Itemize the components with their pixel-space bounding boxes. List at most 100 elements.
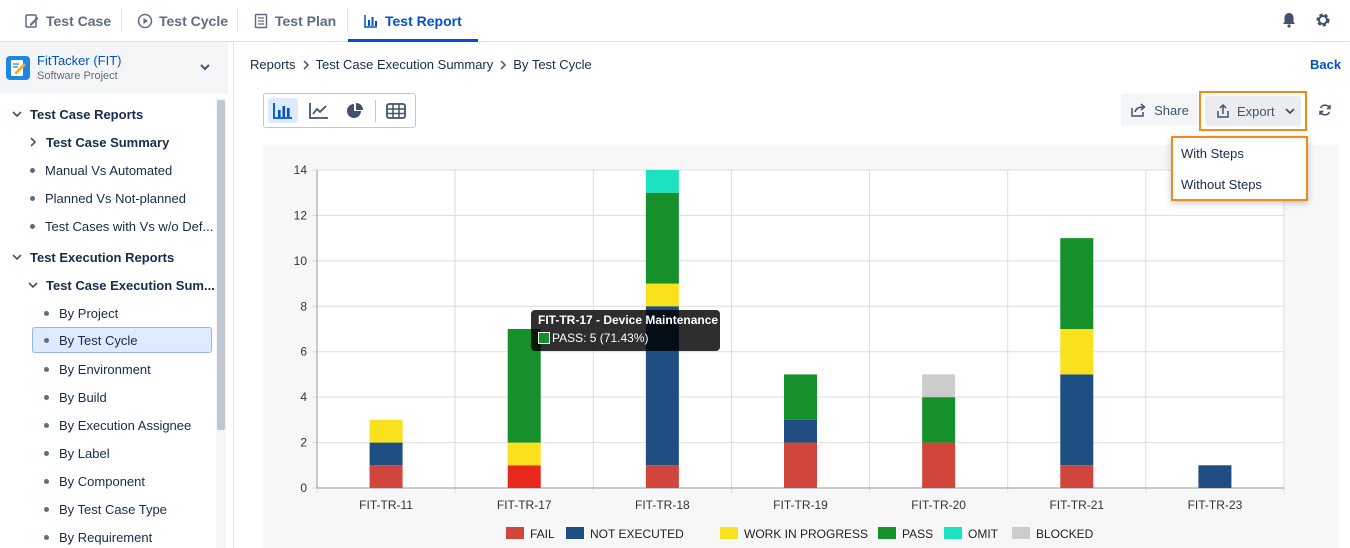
pie-chart-button[interactable] [340, 98, 370, 123]
sidebar-item-test-cases-with-defects[interactable]: Test Cases with Vs w/o Def... [0, 213, 216, 239]
report-tree: Test Case Reports Test Case Summary Manu… [0, 98, 216, 548]
export-with-steps[interactable]: With Steps [1181, 146, 1244, 161]
export-button[interactable]: Export [1205, 96, 1301, 126]
back-link[interactable]: Back [1310, 57, 1342, 72]
chevron-down-icon [12, 254, 22, 261]
share-icon [1131, 103, 1146, 117]
sidebar-item-by-test-case-type[interactable]: By Test Case Type [0, 496, 216, 522]
bar-segment [369, 465, 403, 488]
legend-swatch [944, 527, 962, 539]
export-label: Export [1237, 103, 1275, 119]
line-chart-button[interactable] [304, 98, 334, 123]
stacked-bar-chart: 0 2 4 6 8 10 12 14 FIT-TR-11 FIT-TR-17 FIT-TR-18 FI… [294, 163, 1285, 541]
share-button[interactable]: Share [1121, 94, 1199, 126]
sidebar-item-by-execution-assignee[interactable]: By Execution Assignee [0, 412, 216, 438]
sidebar-item-by-component[interactable]: By Component [0, 468, 216, 494]
sidebar-item-test-case-summary[interactable]: Test Case Summary [0, 129, 216, 155]
bar-segment [645, 465, 679, 488]
sidebar-item-by-requirement[interactable]: By Requirement [0, 524, 216, 548]
legend-label: PASS [902, 527, 933, 541]
chart-container: 0 2 4 6 8 10 12 14 FIT-TR-11 FIT-TR-17 FIT-TR-18 FI… [263, 145, 1339, 548]
breadcrumb-execution-summary[interactable]: Test Case Execution Summary [315, 57, 494, 72]
project-selector[interactable]: FitTacker (FIT) Software Project [0, 42, 228, 94]
bar-segment [784, 442, 817, 488]
table-view-button[interactable] [381, 98, 411, 123]
bar-segment [1060, 465, 1094, 488]
x-tick-label: FIT-TR-19 [773, 498, 828, 512]
sidebar: FitTacker (FIT) Software Project Test Ca… [0, 42, 234, 548]
share-label: Share [1154, 102, 1189, 118]
x-tick-label: FIT-TR-20 [911, 498, 966, 512]
sidebar-item-by-project[interactable]: By Project [0, 300, 216, 326]
tab-label: Test Cycle [159, 12, 228, 29]
sidebar-section-test-execution-reports[interactable]: Test Execution Reports [0, 244, 216, 270]
tab-label: Test Report [385, 12, 462, 29]
table-icon [386, 102, 406, 119]
y-tick-label: 6 [300, 345, 307, 359]
x-tick-label: FIT-TR-23 [1188, 498, 1243, 512]
export-without-steps[interactable]: Without Steps [1181, 177, 1262, 192]
legend-swatch [566, 527, 584, 539]
bullet-icon [44, 506, 49, 512]
edit-icon [25, 13, 39, 28]
chevron-down-icon [12, 111, 22, 118]
sidebar-item-test-case-execution-summary[interactable]: Test Case Execution Sum... [0, 272, 216, 298]
bar-segment [1060, 238, 1094, 329]
legend-swatch [720, 527, 738, 539]
bell-icon[interactable] [1280, 11, 1298, 29]
bar-segment [784, 419, 817, 443]
sidebar-item-by-test-cycle[interactable]: By Test Cycle [32, 327, 212, 353]
legend-label: OMIT [968, 527, 999, 541]
tab-label: Test Plan [275, 12, 337, 29]
sidebar-item-by-build[interactable]: By Build [0, 384, 216, 410]
chevron-down-icon [1284, 108, 1295, 115]
bullet-icon [44, 422, 49, 428]
bar-segment [645, 170, 679, 193]
sidebar-scrollbar-thumb[interactable] [217, 100, 225, 430]
bullet-icon [44, 534, 49, 540]
breadcrumb-reports[interactable]: Reports [250, 57, 296, 72]
bar-segment [645, 192, 679, 284]
tooltip-swatch [538, 332, 550, 344]
tab-test-case[interactable]: Test Case [24, 0, 111, 41]
y-tick-label: 8 [300, 299, 307, 313]
sidebar-item-manual-vs-automated[interactable]: Manual Vs Automated [0, 157, 216, 183]
legend-swatch [506, 527, 524, 539]
bar-segment [369, 442, 403, 466]
sidebar-section-test-case-reports[interactable]: Test Case Reports [0, 101, 216, 127]
x-tick-label: FIT-TR-18 [635, 498, 690, 512]
chevron-down-icon[interactable] [198, 60, 212, 74]
tab-test-plan[interactable]: Test Plan [253, 0, 336, 41]
bullet-icon [30, 195, 35, 201]
x-tick-label: FIT-TR-11 [359, 498, 413, 512]
document-list-icon [254, 13, 268, 28]
bar-chart-button[interactable] [268, 98, 298, 123]
tab-divider [347, 8, 348, 32]
legend-label: FAIL [530, 527, 555, 541]
tooltip-value: PASS: 5 (71.43%) [552, 331, 649, 345]
legend-label: NOT EXECUTED [590, 527, 684, 541]
tab-test-cycle[interactable]: Test Cycle [137, 0, 228, 41]
project-type: Software Project [37, 70, 118, 82]
gear-icon[interactable] [1314, 11, 1332, 29]
refresh-icon[interactable] [1318, 103, 1332, 117]
y-tick-label: 14 [294, 163, 308, 177]
bullet-icon [44, 310, 49, 316]
bar-segment [784, 374, 817, 420]
bar-segment [922, 442, 956, 488]
bar-segment [507, 465, 541, 488]
bullet-icon [30, 167, 35, 173]
bar-segment [369, 419, 403, 443]
bar-chart-icon [273, 102, 292, 119]
legend-label: BLOCKED [1036, 527, 1094, 541]
pie-chart-icon [347, 102, 363, 118]
x-tick-label: FIT-TR-21 [1049, 498, 1104, 512]
sidebar-item-by-environment[interactable]: By Environment [0, 356, 216, 382]
tab-test-report[interactable]: Test Report [348, 0, 478, 42]
breadcrumb-current: By Test Cycle [513, 57, 592, 72]
bullet-icon [44, 366, 49, 372]
bar-segment [507, 442, 541, 466]
sidebar-item-by-label[interactable]: By Label [0, 440, 216, 466]
bullet-icon [44, 478, 49, 484]
sidebar-item-planned-vs-not-planned[interactable]: Planned Vs Not-planned [0, 185, 216, 211]
